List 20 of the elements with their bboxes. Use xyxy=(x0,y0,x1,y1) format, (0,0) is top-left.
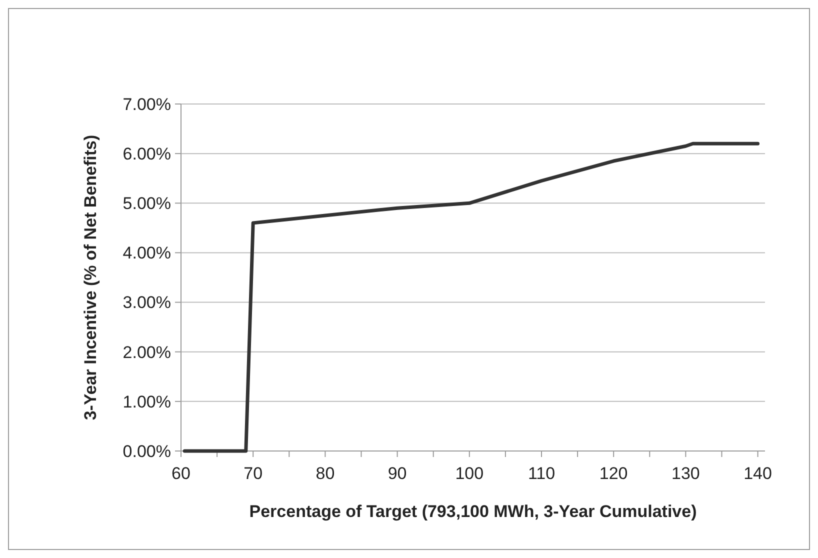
y-tick-label: 1.00% xyxy=(122,392,171,412)
x-tick-label: 120 xyxy=(599,464,628,483)
x-tick-label: 90 xyxy=(388,464,407,483)
x-tick-label: 130 xyxy=(672,464,700,483)
y-tick-label: 2.00% xyxy=(122,342,171,362)
x-tick-label: 100 xyxy=(455,464,484,483)
y-tick-label: 4.00% xyxy=(122,244,171,263)
x-tick-label: 70 xyxy=(244,464,263,483)
x-tick-label: 60 xyxy=(172,464,190,483)
y-axis-title: 3-Year Incentive (% of Net Benefits) xyxy=(81,134,100,420)
y-tick-label: 3.00% xyxy=(122,293,171,312)
line-series xyxy=(182,142,760,453)
x-tick-label: 140 xyxy=(744,464,772,483)
y-tick-label: 7.00% xyxy=(122,94,171,114)
x-tick-label: 80 xyxy=(316,464,335,483)
y-tick-label: 6.00% xyxy=(122,144,171,164)
y-tick-label: 5.00% xyxy=(122,194,171,214)
x-tick-label: 110 xyxy=(528,464,556,483)
y-tick-label: 0.00% xyxy=(122,442,171,461)
x-axis-title: Percentage of Target (793,100 MWh, 3-Year Cumulative) xyxy=(249,502,697,521)
